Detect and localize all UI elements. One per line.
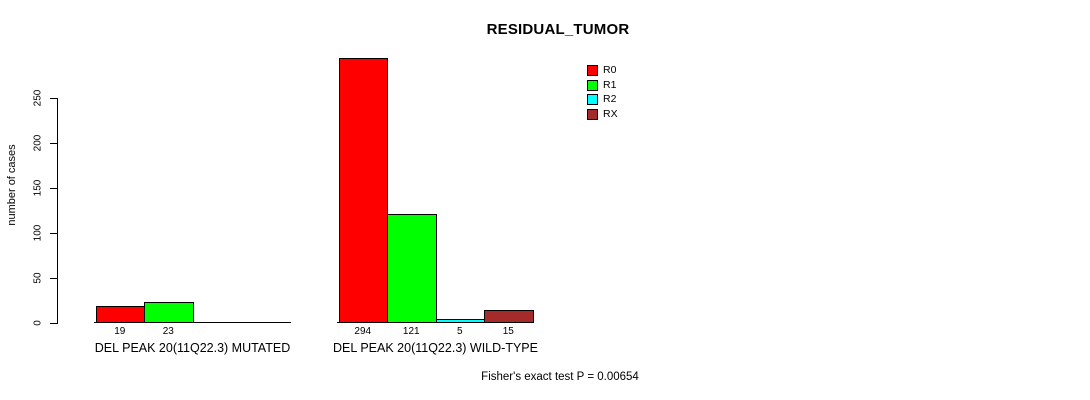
legend-label: R1	[603, 78, 617, 91]
legend-swatch-r2	[587, 94, 598, 106]
legend-label: R2	[603, 93, 617, 106]
bar-value-label: 23	[162, 326, 174, 337]
bar-value-label: 19	[114, 326, 126, 337]
fisher-test-annotation: Fisher's exact test P = 0.00654	[481, 371, 639, 383]
legend-swatch-rx	[587, 109, 598, 121]
legend-label: RX	[603, 108, 618, 121]
bar-value-label: 15	[502, 326, 514, 337]
chart-title: RESIDUAL_TUMOR	[486, 21, 630, 38]
legend-item-r2: R2	[587, 93, 617, 106]
legend-swatch-r0	[587, 65, 598, 76]
y-tick	[50, 188, 57, 189]
bar-rx-group2	[484, 309, 534, 323]
y-tick-label: 0	[32, 320, 44, 326]
legend-swatch-r1	[587, 79, 598, 91]
legend-item-r1: R1	[587, 78, 617, 91]
y-tick-label: 50	[32, 272, 44, 284]
bar-r1-group2	[387, 214, 437, 323]
y-tick	[50, 233, 57, 234]
y-tick-label: 200	[32, 134, 44, 152]
legend-item-rx: RX	[587, 108, 618, 121]
group-label: DEL PEAK 20(11Q22.3) MUTATED	[94, 341, 291, 355]
y-tick	[50, 278, 57, 279]
bar-value-label: 294	[354, 326, 372, 337]
legend-label: R0	[603, 64, 617, 76]
y-tick	[50, 143, 57, 144]
y-tick-label: 150	[32, 179, 44, 197]
y-axis-label: number of cases	[6, 144, 18, 226]
bar-r0-group1	[95, 305, 145, 323]
y-tick-label: 100	[32, 224, 44, 242]
bar-value-label: 5	[456, 326, 463, 337]
y-tick	[50, 323, 57, 324]
legend-item-r0: R0	[587, 65, 616, 76]
group-label: DEL PEAK 20(11Q22.3) WILD-TYPE	[333, 341, 538, 355]
y-tick-label: 250	[32, 89, 44, 107]
bar-value-label: 121	[402, 326, 420, 337]
y-tick	[50, 98, 57, 99]
bar-r0-group2	[338, 58, 388, 323]
bar-r1-group1	[144, 302, 194, 323]
y-axis-line	[57, 98, 58, 324]
bar-r2-group2	[435, 318, 485, 323]
